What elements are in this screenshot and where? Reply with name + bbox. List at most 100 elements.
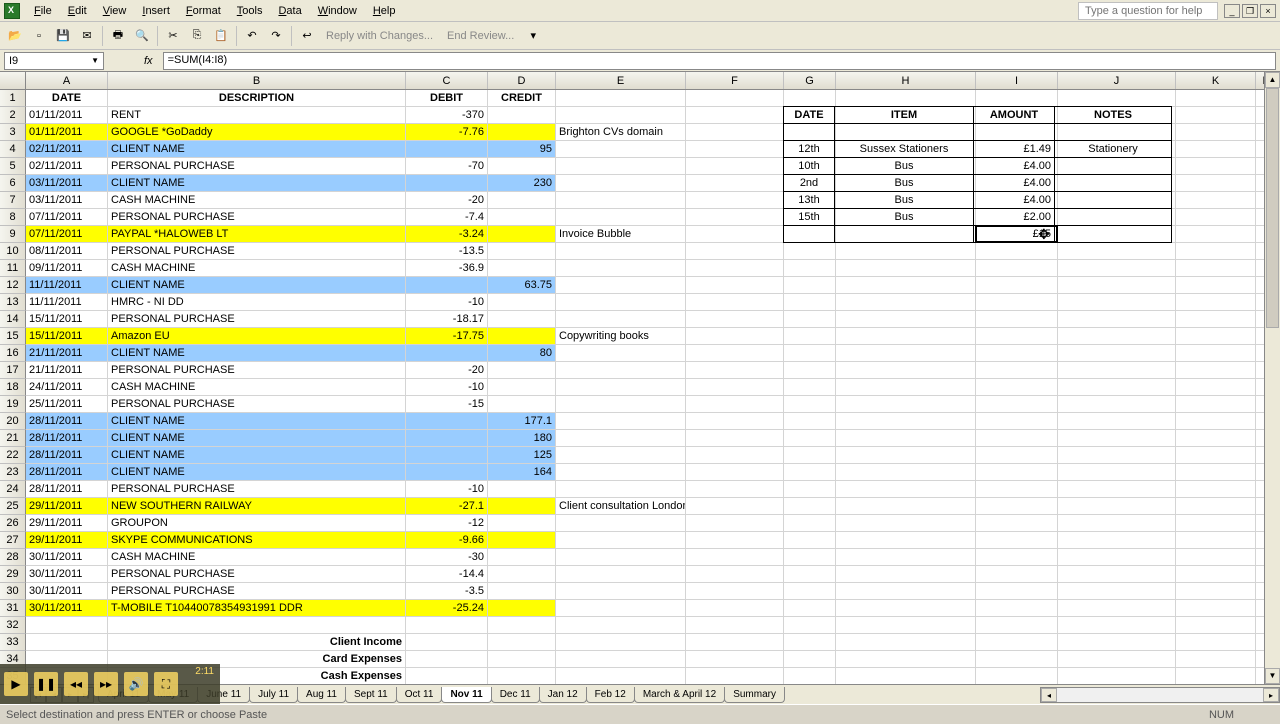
cell-B18[interactable]: CASH MACHINE xyxy=(108,379,406,396)
cell-J1[interactable] xyxy=(1058,90,1176,107)
cell-C7[interactable]: -20 xyxy=(406,192,488,209)
cell-A8[interactable]: 07/11/2011 xyxy=(26,209,108,226)
cell-F17[interactable] xyxy=(686,362,784,379)
cell-K17[interactable] xyxy=(1176,362,1256,379)
fx-icon[interactable]: fx xyxy=(144,55,153,67)
cell-F4[interactable] xyxy=(686,141,784,158)
cell-E15[interactable]: Copywriting books xyxy=(556,328,686,345)
side-header-G[interactable]: DATE xyxy=(783,106,835,124)
cell-E11[interactable] xyxy=(556,260,686,277)
cell-F27[interactable] xyxy=(686,532,784,549)
new-icon[interactable]: ▫ xyxy=(28,25,50,47)
cell-C27[interactable]: -9.66 xyxy=(406,532,488,549)
preview-icon[interactable]: 🔍 xyxy=(131,25,153,47)
cell-D20[interactable]: 177.1 xyxy=(488,413,556,430)
cell-C15[interactable]: -17.75 xyxy=(406,328,488,345)
cell-C31[interactable]: -25.24 xyxy=(406,600,488,617)
cell-I23[interactable] xyxy=(976,464,1058,481)
row-header-6[interactable]: 6 xyxy=(0,175,26,192)
side-cell-J5[interactable] xyxy=(1054,157,1172,175)
cell-C23[interactable] xyxy=(406,464,488,481)
cell-B3[interactable]: GOOGLE *GoDaddy xyxy=(108,124,406,141)
close-button[interactable]: × xyxy=(1260,4,1276,18)
col-header-G[interactable]: G xyxy=(784,72,836,89)
cell-J32[interactable] xyxy=(1058,617,1176,634)
vertical-scrollbar[interactable]: ▲ ▼ xyxy=(1264,72,1280,684)
scroll-thumb[interactable] xyxy=(1266,88,1279,328)
cell-D28[interactable] xyxy=(488,549,556,566)
cell-C33[interactable] xyxy=(406,634,488,651)
sheet-tab-aug-11[interactable]: Aug 11 xyxy=(297,687,346,703)
col-header-F[interactable]: F xyxy=(686,72,784,89)
cell-K24[interactable] xyxy=(1176,481,1256,498)
cell-E18[interactable] xyxy=(556,379,686,396)
cell-J23[interactable] xyxy=(1058,464,1176,481)
cell-D25[interactable] xyxy=(488,498,556,515)
cell-E13[interactable] xyxy=(556,294,686,311)
cell-D4[interactable]: 95 xyxy=(488,141,556,158)
cell-A16[interactable]: 21/11/2011 xyxy=(26,345,108,362)
cell-I22[interactable] xyxy=(976,447,1058,464)
cell-F35[interactable] xyxy=(686,668,784,684)
cell-K12[interactable] xyxy=(1176,277,1256,294)
cell-G15[interactable] xyxy=(784,328,836,345)
cell-A18[interactable]: 24/11/2011 xyxy=(26,379,108,396)
cell-G28[interactable] xyxy=(784,549,836,566)
cell-K32[interactable] xyxy=(1176,617,1256,634)
cell-J20[interactable] xyxy=(1058,413,1176,430)
cell-F29[interactable] xyxy=(686,566,784,583)
cell-G1[interactable] xyxy=(784,90,836,107)
cell-K16[interactable] xyxy=(1176,345,1256,362)
cell-E22[interactable] xyxy=(556,447,686,464)
cell-K15[interactable] xyxy=(1176,328,1256,345)
cell-G24[interactable] xyxy=(784,481,836,498)
cell-D12[interactable]: 63.75 xyxy=(488,277,556,294)
scroll-left-button[interactable]: ◂ xyxy=(1041,688,1057,702)
cell-A2[interactable]: 01/11/2011 xyxy=(26,107,108,124)
row-header-2[interactable]: 2 xyxy=(0,107,26,124)
side-cell-G4[interactable]: 12th xyxy=(783,140,835,158)
next-button[interactable]: ▸▸ xyxy=(94,672,118,696)
cell-F20[interactable] xyxy=(686,413,784,430)
cell-K3[interactable] xyxy=(1176,124,1256,141)
cell-D2[interactable] xyxy=(488,107,556,124)
menu-data[interactable]: Data xyxy=(270,3,309,19)
side-cell-I5[interactable]: £4.00 xyxy=(973,157,1055,175)
cell-F7[interactable] xyxy=(686,192,784,209)
cell-C19[interactable]: -15 xyxy=(406,396,488,413)
cell-D14[interactable] xyxy=(488,311,556,328)
cell-K13[interactable] xyxy=(1176,294,1256,311)
cell-J26[interactable] xyxy=(1058,515,1176,532)
cell-H20[interactable] xyxy=(836,413,976,430)
cell-E14[interactable] xyxy=(556,311,686,328)
cell-C4[interactable] xyxy=(406,141,488,158)
cell-B11[interactable]: CASH MACHINE xyxy=(108,260,406,277)
cell-B22[interactable]: CLIENT NAME xyxy=(108,447,406,464)
cell-F1[interactable] xyxy=(686,90,784,107)
cell-D35[interactable] xyxy=(488,668,556,684)
cell-J29[interactable] xyxy=(1058,566,1176,583)
cell-K4[interactable] xyxy=(1176,141,1256,158)
cell-F15[interactable] xyxy=(686,328,784,345)
cell-D32[interactable] xyxy=(488,617,556,634)
cell-B32[interactable] xyxy=(108,617,406,634)
cell-H19[interactable] xyxy=(836,396,976,413)
cell-J30[interactable] xyxy=(1058,583,1176,600)
cell-A29[interactable]: 30/11/2011 xyxy=(26,566,108,583)
cell-H14[interactable] xyxy=(836,311,976,328)
cell-H13[interactable] xyxy=(836,294,976,311)
cell-B2[interactable]: RENT xyxy=(108,107,406,124)
side-cell-H7[interactable]: Bus xyxy=(834,191,974,209)
cell-B27[interactable]: SKYPE COMMUNICATIONS xyxy=(108,532,406,549)
cell-G32[interactable] xyxy=(784,617,836,634)
cell-E2[interactable] xyxy=(556,107,686,124)
cell-I1[interactable] xyxy=(976,90,1058,107)
cell-K30[interactable] xyxy=(1176,583,1256,600)
cell-H30[interactable] xyxy=(836,583,976,600)
cell-A28[interactable]: 30/11/2011 xyxy=(26,549,108,566)
menu-format[interactable]: Format xyxy=(178,3,229,19)
horizontal-scrollbar[interactable]: ◂ ▸ xyxy=(1040,687,1280,703)
cell-K5[interactable] xyxy=(1176,158,1256,175)
cell-A9[interactable]: 07/11/2011 xyxy=(26,226,108,243)
row-header-29[interactable]: 29 xyxy=(0,566,26,583)
